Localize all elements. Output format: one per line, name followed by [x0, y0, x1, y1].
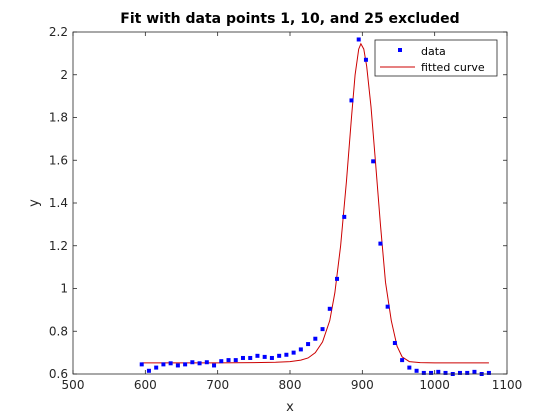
data-point	[363, 57, 368, 62]
data-point	[154, 365, 159, 370]
data-point	[313, 336, 318, 341]
data-point	[392, 341, 397, 346]
y-tick-label: 1.8	[49, 111, 68, 125]
data-point	[327, 306, 332, 311]
data-point	[219, 359, 224, 364]
data-point	[436, 369, 441, 374]
data-point	[298, 347, 303, 352]
data-point	[457, 370, 462, 375]
fitted-curve-layer	[141, 42, 489, 364]
data-point	[139, 362, 144, 367]
legend-marker-data	[398, 48, 402, 52]
data-point	[306, 342, 311, 347]
y-tick-label: 0.8	[49, 324, 68, 338]
data-points-layer	[139, 37, 491, 376]
plot-area	[73, 32, 507, 374]
data-point	[284, 352, 289, 357]
data-point	[342, 214, 347, 219]
data-point	[421, 370, 426, 375]
x-tick-label: 500	[62, 378, 85, 392]
data-point	[291, 350, 296, 355]
x-tick-label: 900	[351, 378, 374, 392]
data-point	[161, 362, 166, 367]
x-tick-label: 600	[134, 378, 157, 392]
data-point	[371, 159, 376, 164]
data-point	[443, 370, 448, 375]
data-point	[407, 365, 412, 370]
x-axis-label: x	[286, 400, 294, 415]
data-point	[277, 353, 282, 358]
data-point	[226, 358, 231, 363]
data-point	[414, 368, 419, 373]
data-point	[255, 353, 260, 358]
data-point	[233, 358, 238, 363]
data-point	[356, 37, 361, 42]
x-tick-label: 700	[206, 378, 229, 392]
data-point	[190, 360, 195, 365]
data-point	[240, 355, 245, 360]
y-axis-ticks: 0.6 0.8 1 1.2 1.4 1.6 1.8 2 2.2	[49, 25, 507, 381]
data-point	[197, 361, 202, 366]
data-point	[465, 370, 470, 375]
x-tick-label: 800	[279, 378, 302, 392]
legend-box	[374, 39, 498, 77]
data-point	[146, 368, 151, 373]
data-point	[335, 276, 340, 281]
data-point	[400, 358, 405, 363]
data-point	[262, 354, 267, 359]
legend: data fitted curve	[374, 39, 498, 77]
data-point	[183, 362, 188, 367]
data-point	[204, 360, 209, 365]
x-tick-label: 1100	[492, 378, 523, 392]
legend-label-data: data	[421, 45, 446, 58]
data-point	[212, 363, 217, 368]
data-point	[349, 98, 354, 103]
y-axis-label: y	[27, 199, 42, 207]
fitted-curve-line	[141, 42, 489, 364]
data-point	[248, 355, 253, 360]
y-tick-label: 1	[60, 282, 68, 296]
y-tick-label: 1.6	[49, 153, 68, 167]
y-tick-label: 0.6	[49, 367, 68, 381]
y-tick-label: 2	[60, 68, 68, 82]
y-tick-label: 1.4	[49, 196, 68, 210]
data-point	[472, 369, 477, 374]
chart-title: Fit with data points 1, 10, and 25 exclu…	[120, 11, 459, 27]
data-point	[320, 327, 325, 332]
x-axis-ticks: 500 600 700 800 900 1000 1100	[62, 32, 523, 392]
data-point	[486, 370, 491, 375]
data-point	[385, 304, 390, 309]
y-tick-label: 2.2	[49, 25, 68, 39]
data-point	[429, 370, 434, 375]
x-tick-label: 1000	[419, 378, 450, 392]
data-point	[269, 355, 274, 360]
data-point	[378, 241, 383, 246]
y-tick-label: 1.2	[49, 239, 68, 253]
legend-label-fitted-curve: fitted curve	[421, 61, 485, 74]
data-point	[168, 361, 173, 366]
data-point	[175, 363, 180, 368]
